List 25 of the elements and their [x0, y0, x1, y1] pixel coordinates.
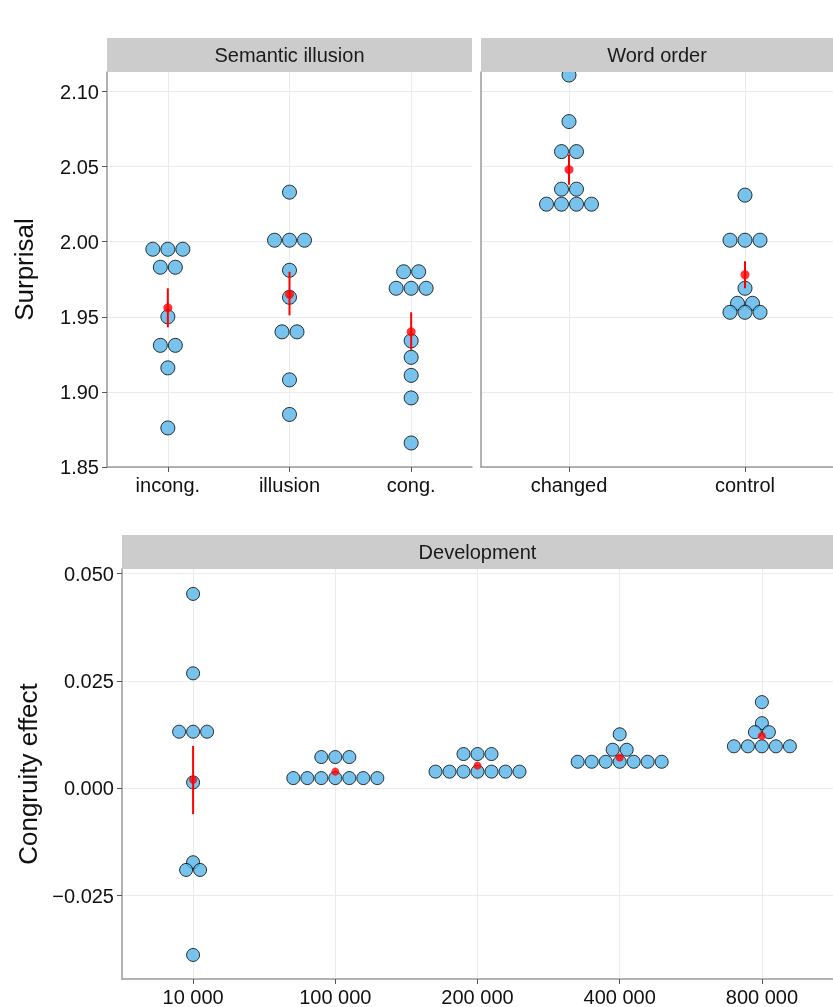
x-tick-label: changed [530, 474, 608, 496]
y-axis-title: Surprisal [9, 218, 39, 321]
y-tick-label: 2.00 [60, 230, 99, 253]
y-axis-title: Congruity effect [13, 682, 44, 865]
y-tick-label: 1.85 [60, 456, 99, 478]
x-tick-label: 800 000 [725, 986, 799, 1007]
chart-title: Word order [481, 38, 833, 72]
x-tick-label: cong. [386, 474, 436, 496]
chart-title: Semantic illusion [107, 38, 472, 72]
x-tick-label: 200 000 [441, 986, 514, 1007]
x-tick-label: control [714, 474, 776, 496]
y-tick-label: 0.000 [63, 777, 114, 800]
x-tick-label: 10 000 [162, 986, 224, 1007]
chart-title: Development [122, 535, 833, 569]
y-tick-label: 1.90 [60, 380, 99, 403]
x-tick-label: incong. [135, 474, 201, 496]
y-tick-label: 1.95 [60, 305, 99, 328]
y-tick-label: 0.025 [63, 670, 114, 693]
y-tick-label: 0.050 [63, 562, 114, 585]
x-tick-label: 400 000 [583, 986, 656, 1007]
y-tick-label: 2.05 [60, 155, 99, 178]
y-tick-label: −0.025 [52, 884, 114, 907]
x-tick-label: illusion [258, 474, 321, 496]
y-tick-label: 2.10 [60, 80, 99, 103]
x-tick-label: 100 000 [299, 986, 372, 1007]
